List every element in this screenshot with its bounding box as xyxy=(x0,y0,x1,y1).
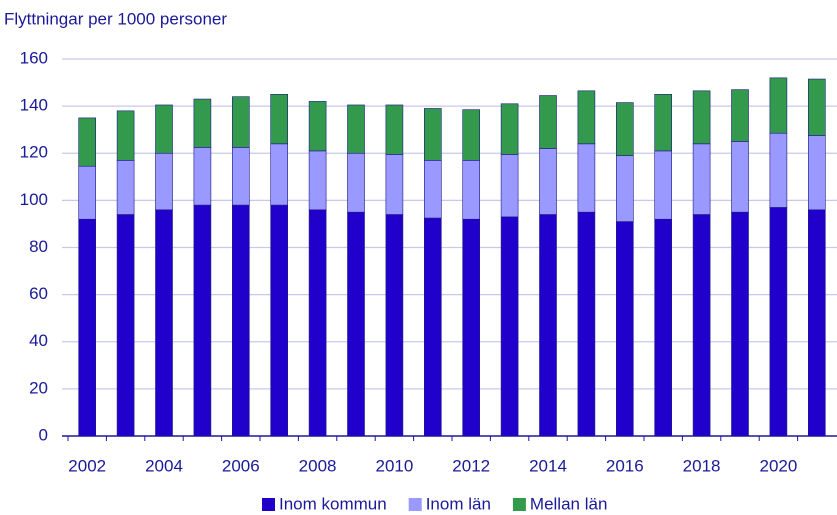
bar-segment xyxy=(692,90,711,145)
chart-title: Flyttningar per 1000 personer xyxy=(4,9,227,28)
bar-segment xyxy=(500,103,519,155)
x-tick-label: 2016 xyxy=(606,456,644,475)
bar-segment xyxy=(270,204,289,437)
bar-segment xyxy=(232,147,250,206)
bar-segment xyxy=(385,154,404,215)
bar-segment xyxy=(577,211,596,437)
bar-segment xyxy=(78,165,96,220)
x-tick-label: 2006 xyxy=(222,456,260,475)
bar-segment xyxy=(731,211,749,437)
bar-segment xyxy=(193,98,212,148)
y-tick-label: 40 xyxy=(29,331,48,350)
legend-label: Inom län xyxy=(426,494,491,513)
bar-segment xyxy=(654,150,673,220)
bar-segment xyxy=(155,209,173,437)
bar-segment xyxy=(116,160,135,215)
bar-segment xyxy=(769,132,788,208)
bar-segment xyxy=(731,89,749,142)
x-tick-label: 2002 xyxy=(68,456,106,475)
x-tick-label: 2020 xyxy=(759,456,797,475)
bar-segment xyxy=(615,155,634,222)
bar-segment xyxy=(462,109,481,161)
y-tick-label: 60 xyxy=(29,284,48,303)
bar-segment xyxy=(462,160,481,220)
y-tick-label: 0 xyxy=(39,425,48,444)
legend-swatch xyxy=(512,498,526,511)
y-tick-label: 160 xyxy=(20,48,48,67)
y-tick-label: 120 xyxy=(20,143,48,162)
bar-segment xyxy=(462,218,481,437)
bar-segment xyxy=(807,78,826,136)
y-tick-label: 20 xyxy=(29,378,48,397)
x-tick-label: 2014 xyxy=(529,456,567,475)
y-tick-label: 100 xyxy=(20,190,48,209)
bar-segment xyxy=(692,214,711,437)
bar-segment xyxy=(500,154,519,218)
x-tick-label: 2008 xyxy=(299,456,337,475)
bar-segment xyxy=(577,143,596,213)
bar-segment xyxy=(193,204,212,437)
legend-swatch xyxy=(262,498,275,511)
bar-segment xyxy=(232,96,250,148)
bar-segment xyxy=(347,152,365,213)
bar-segment xyxy=(539,214,557,437)
bar-segment xyxy=(308,209,327,437)
bar-segment xyxy=(347,104,365,154)
y-tick-label: 140 xyxy=(20,96,48,115)
bar-segment xyxy=(423,217,442,437)
x-tick-label: 2012 xyxy=(452,456,490,475)
bar-segment xyxy=(270,143,289,206)
bar-segment xyxy=(308,101,327,152)
bar-segment xyxy=(155,104,173,154)
y-tick-label: 80 xyxy=(29,237,48,256)
bar-segment xyxy=(385,104,404,155)
bar-segment xyxy=(654,94,673,152)
legend-label: Mellan län xyxy=(530,494,608,513)
bar-segment xyxy=(423,160,442,219)
bar-segment xyxy=(78,117,96,167)
bar-segment xyxy=(193,147,212,206)
bar-segment xyxy=(769,207,788,437)
x-tick-label: 2010 xyxy=(375,456,413,475)
bar-segment xyxy=(347,211,365,437)
bar-segment xyxy=(116,110,135,161)
bar-segment xyxy=(78,218,96,437)
bar-segment xyxy=(500,216,519,437)
bar-segment xyxy=(232,204,250,437)
bar-segment xyxy=(807,135,826,211)
bar-segment xyxy=(731,141,749,213)
bar-segment xyxy=(270,94,289,145)
bar-segment xyxy=(807,209,826,437)
bar-segment xyxy=(615,102,634,156)
bar-segment xyxy=(769,77,788,134)
bar-segment xyxy=(654,218,673,437)
x-tick-label: 2018 xyxy=(683,456,721,475)
x-tick-label: 2004 xyxy=(145,456,183,475)
bar-segment xyxy=(539,148,557,215)
bar-segment xyxy=(539,95,557,149)
bar-segment xyxy=(385,214,404,437)
bar-segment xyxy=(577,90,596,145)
bar-segment xyxy=(615,221,634,437)
bar-segment xyxy=(155,152,173,211)
bar-segment xyxy=(423,108,442,161)
legend-label: Inom kommun xyxy=(279,494,387,513)
bar-segment xyxy=(308,150,327,211)
bar-segment xyxy=(692,143,711,215)
bar-segment xyxy=(116,214,135,437)
legend-swatch xyxy=(408,498,422,511)
